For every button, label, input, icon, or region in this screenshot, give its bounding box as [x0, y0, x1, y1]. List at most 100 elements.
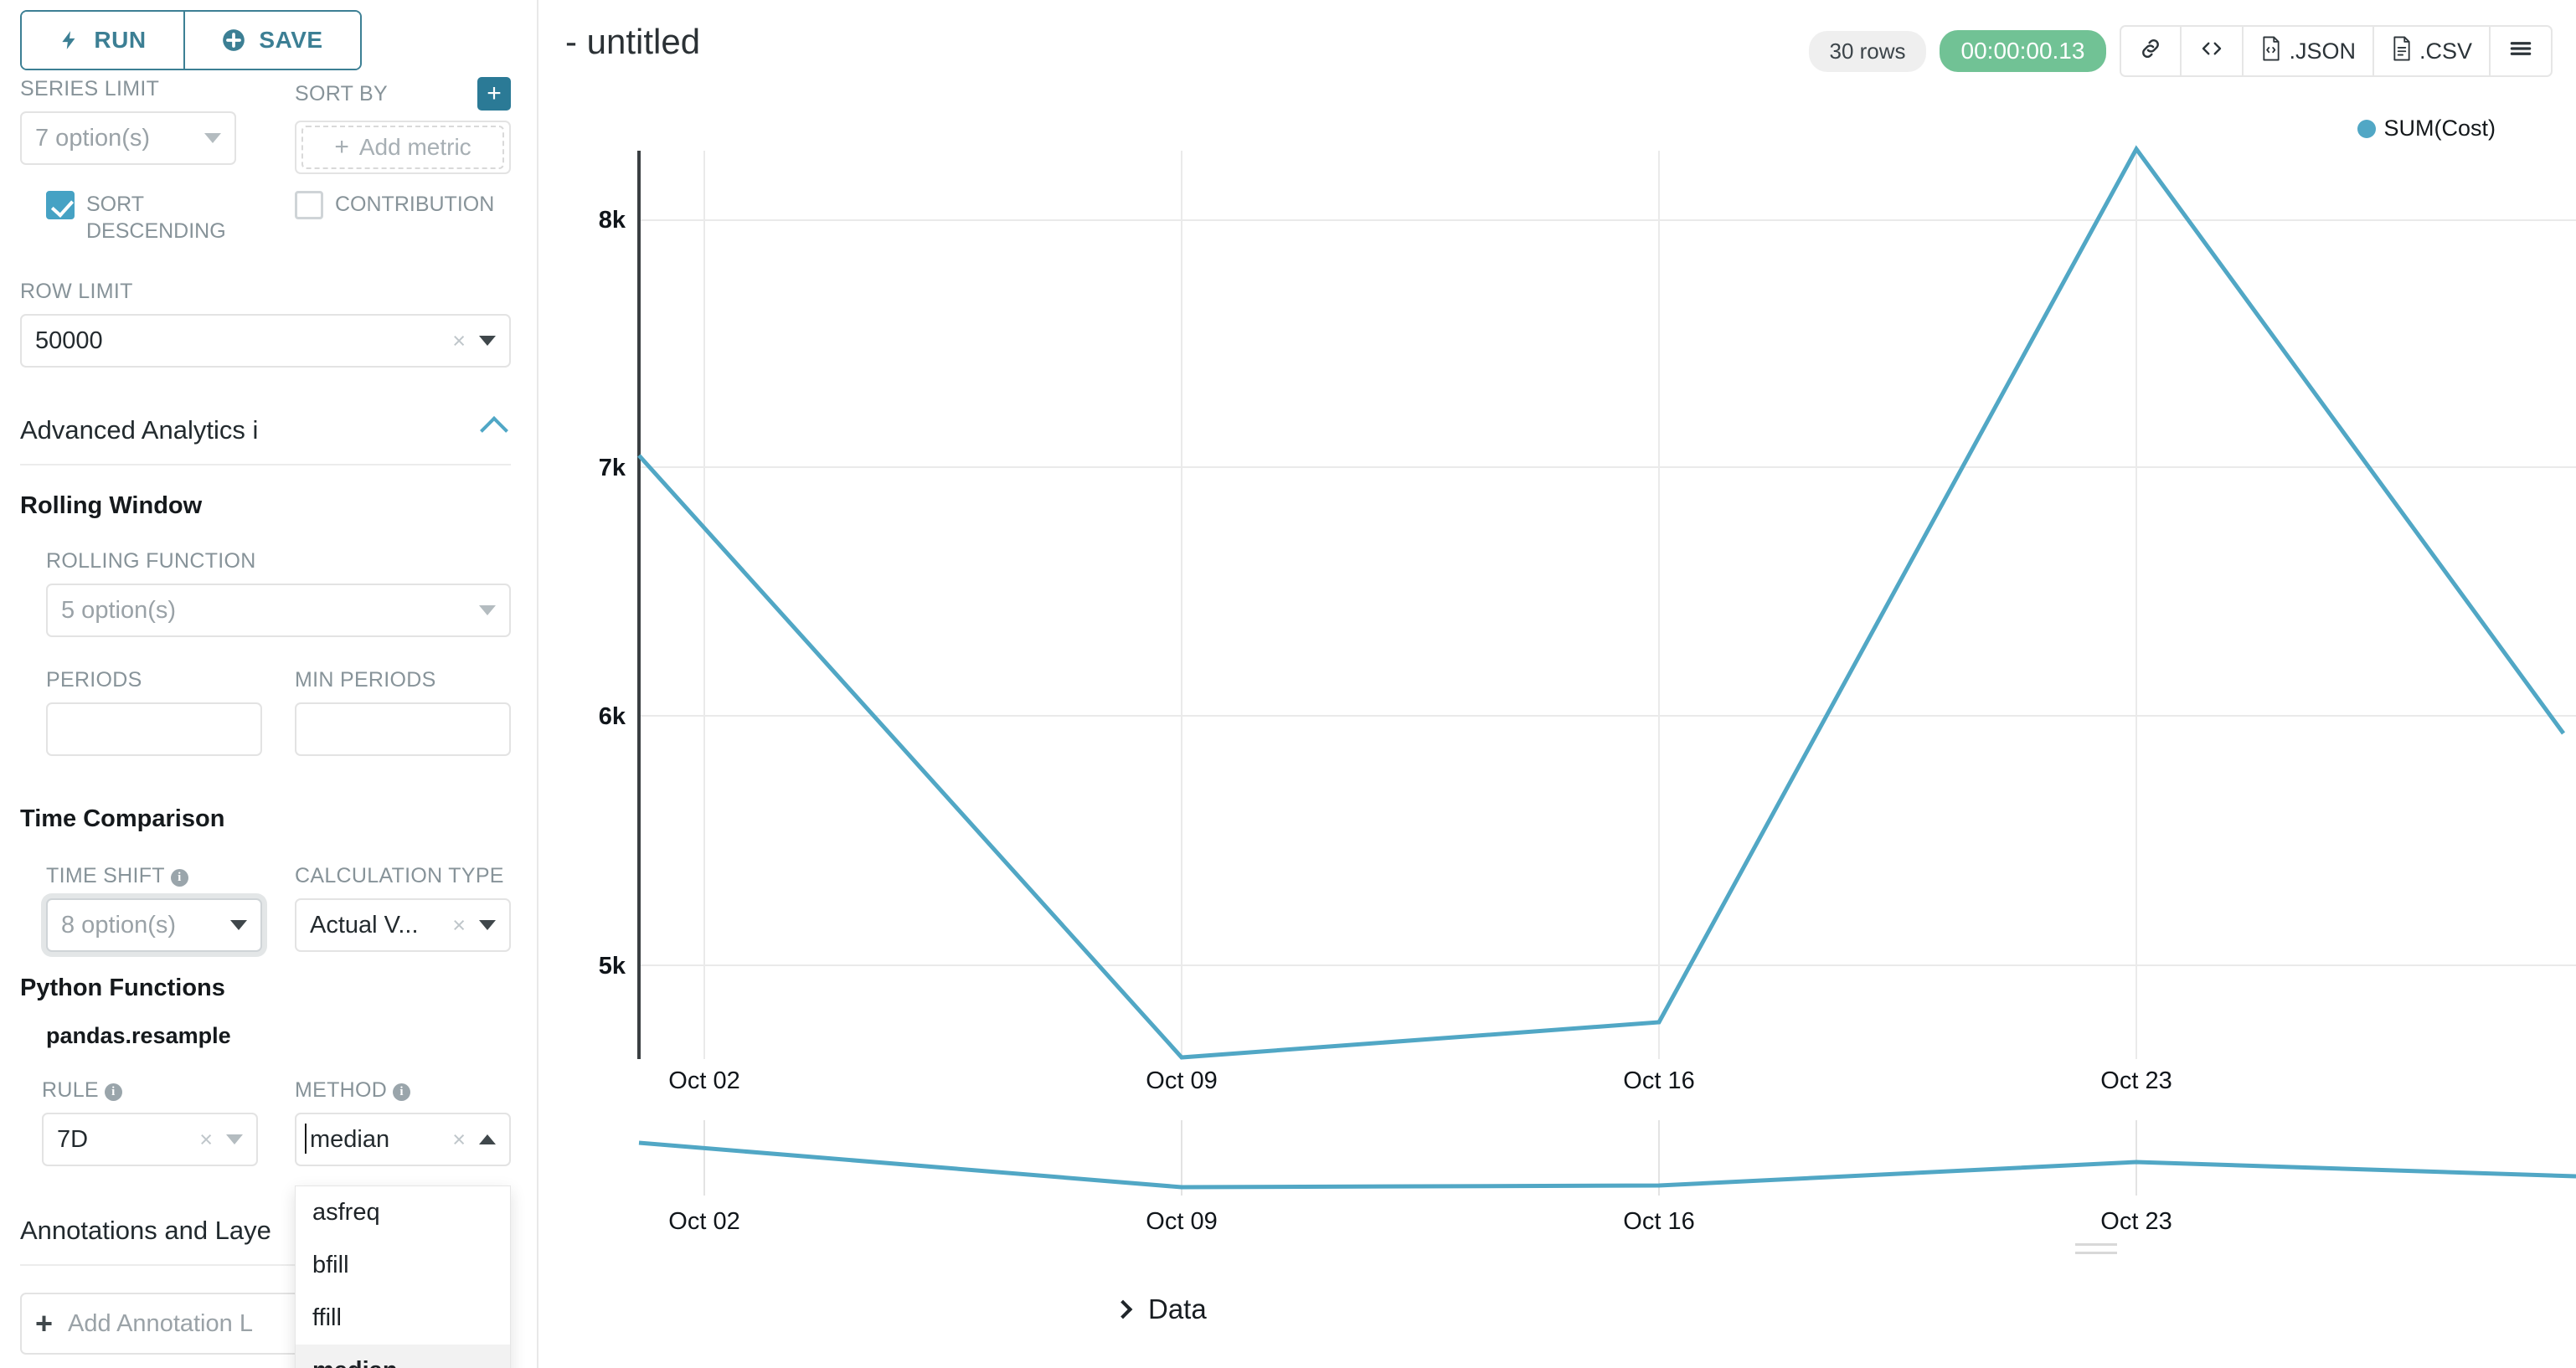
clear-icon[interactable]: × — [199, 1126, 213, 1152]
chevron-up-icon[interactable] — [480, 416, 508, 445]
info-icon[interactable]: i — [104, 1083, 122, 1101]
legend-label-sum-cost: SUM(Cost) — [2383, 116, 2496, 141]
rule-label: RULE i — [42, 1078, 258, 1103]
menu-icon — [2507, 36, 2534, 67]
series-limit-value: 7 option(s) — [35, 124, 151, 152]
row-limit-value: 50000 — [35, 327, 103, 354]
method-option-median[interactable]: median — [296, 1345, 510, 1368]
method-value: median — [304, 1123, 390, 1154]
run-save-button-group: RUN SAVE — [20, 10, 362, 70]
plus-circle-icon — [222, 28, 245, 52]
chart-legend[interactable]: SUM(Cost) — [2357, 116, 2496, 141]
row-count-badge: 30 rows — [1809, 30, 1926, 72]
periods-label: PERIODS — [46, 668, 142, 692]
run-button-label: RUN — [94, 27, 147, 53]
sort-descending-checkbox[interactable]: SORT DESCENDING — [46, 191, 262, 244]
chevron-up-icon — [479, 1134, 496, 1144]
info-icon[interactable]: i — [393, 1083, 411, 1101]
code-icon — [2198, 36, 2225, 67]
x-tick-oct16: Oct 16 — [1623, 1067, 1694, 1094]
annotations-header[interactable]: Annotations and Laye — [20, 1216, 511, 1246]
json-file-icon — [2260, 35, 2282, 68]
overview-x-tick-oct09: Oct 09 — [1146, 1208, 1217, 1235]
periods-input[interactable] — [46, 702, 262, 756]
chevron-down-icon — [204, 133, 221, 143]
resize-handle-line — [2075, 1252, 2117, 1254]
run-button[interactable]: RUN — [22, 12, 183, 69]
link-icon — [2138, 36, 2163, 67]
rolling-function-select[interactable]: 5 option(s) — [46, 584, 511, 637]
save-button-label: SAVE — [259, 27, 323, 53]
control-panel-sidebar: RUN SAVE SERIES LIMIT 7 option(s) — [0, 0, 538, 1368]
plus-icon: + — [334, 133, 349, 161]
resize-handle-line — [2075, 1243, 2117, 1246]
method-option-bfill[interactable]: bfill — [312, 1252, 349, 1278]
method-option-ffill[interactable]: ffill — [312, 1304, 342, 1331]
download-csv-button[interactable]: .CSV — [2372, 27, 2489, 75]
info-icon[interactable]: i — [170, 869, 188, 887]
clear-icon[interactable]: × — [452, 912, 466, 938]
page-title[interactable]: - untitled — [565, 22, 701, 61]
chart-action-buttons: .JSON .CSV — [2120, 25, 2553, 77]
query-duration-badge: 00:00:00.13 — [1939, 30, 2107, 72]
rule-value: 7D — [57, 1125, 89, 1153]
contribution-checkbox[interactable]: CONTRIBUTION — [295, 191, 494, 219]
add-sort-metric-button[interactable]: + — [477, 77, 511, 111]
bolt-icon — [59, 27, 80, 54]
sort-by-dropzone[interactable]: + Add metric — [295, 121, 511, 174]
advanced-analytics-header[interactable]: Advanced Analytics i — [20, 415, 511, 445]
view-query-button[interactable] — [2180, 27, 2242, 75]
series-limit-select[interactable]: 7 option(s) — [20, 111, 236, 165]
overview-x-tick-oct16: Oct 16 — [1623, 1208, 1694, 1235]
section-divider — [20, 1264, 511, 1266]
plus-icon: + — [35, 1306, 54, 1340]
time-shift-label: TIME SHIFT i — [46, 864, 262, 888]
method-combobox[interactable]: median × — [295, 1113, 511, 1166]
overview-mini-chart[interactable]: Oct 02 Oct 09 Oct 16 Oct 23 — [538, 1105, 2576, 1264]
download-csv-label: .CSV — [2419, 38, 2472, 64]
x-tick-oct02: Oct 02 — [668, 1067, 739, 1094]
method-option-asfreq[interactable]: asfreq — [312, 1199, 380, 1226]
data-panel-toggle[interactable]: Data — [1113, 1293, 1207, 1325]
clear-icon[interactable]: × — [452, 1126, 466, 1152]
checkbox-unchecked-icon — [295, 191, 323, 219]
more-options-button[interactable] — [2489, 27, 2551, 75]
overview-x-tick-oct23: Oct 23 — [2100, 1208, 2172, 1235]
calculation-type-label: CALCULATION TYPE — [295, 864, 504, 887]
add-annotation-layer-label: Add Annotation L — [68, 1309, 253, 1337]
row-limit-select[interactable]: 50000 × — [20, 314, 511, 368]
save-button[interactable]: SAVE — [183, 12, 360, 69]
chevron-down-icon — [230, 920, 247, 930]
download-json-button[interactable]: .JSON — [2242, 27, 2372, 75]
sort-descending-label: SORT DESCENDING — [86, 193, 226, 243]
legend-color-swatch — [2357, 119, 2376, 138]
min-periods-input[interactable] — [295, 702, 511, 756]
rule-select[interactable]: 7D × — [42, 1113, 258, 1166]
clear-icon[interactable]: × — [452, 327, 466, 353]
rule-group: RULE i 7D × — [42, 1078, 258, 1166]
time-shift-select[interactable]: 8 option(s) — [46, 898, 262, 952]
rolling-function-label: ROLLING FUNCTION — [46, 549, 256, 573]
copy-link-button[interactable] — [2121, 27, 2180, 75]
row-limit-group: ROW LIMIT 50000 × — [20, 280, 511, 368]
min-periods-label: MIN PERIODS — [295, 668, 436, 692]
contribution-label: CONTRIBUTION — [335, 193, 495, 216]
y-tick-8k: 8k — [599, 207, 626, 234]
calculation-type-select[interactable]: Actual V... × — [295, 898, 511, 952]
add-annotation-layer-button[interactable]: + Add Annotation L — [20, 1293, 511, 1355]
resize-handle[interactable] — [2075, 1243, 2117, 1260]
x-tick-oct23: Oct 23 — [2100, 1067, 2172, 1094]
periods-group: PERIODS — [46, 668, 262, 756]
chevron-down-icon — [479, 336, 496, 346]
method-label: METHOD i — [295, 1078, 511, 1103]
info-icon[interactable]: i — [252, 415, 259, 445]
line-chart-plot[interactable]: 8k 7k 6k 5k Oct 02 Oct 09 Oct 16 Oct 23 — [538, 0, 2576, 1368]
method-dropdown-menu[interactable]: asfreq bfill ffill median — [295, 1185, 511, 1368]
checkbox-checked-icon — [46, 191, 75, 219]
overview-x-tick-oct02: Oct 02 — [668, 1208, 739, 1235]
csv-file-icon — [2391, 35, 2413, 68]
series-line-sum-cost[interactable] — [637, 145, 2566, 1060]
add-metric-placeholder[interactable]: + Add metric — [301, 126, 504, 169]
